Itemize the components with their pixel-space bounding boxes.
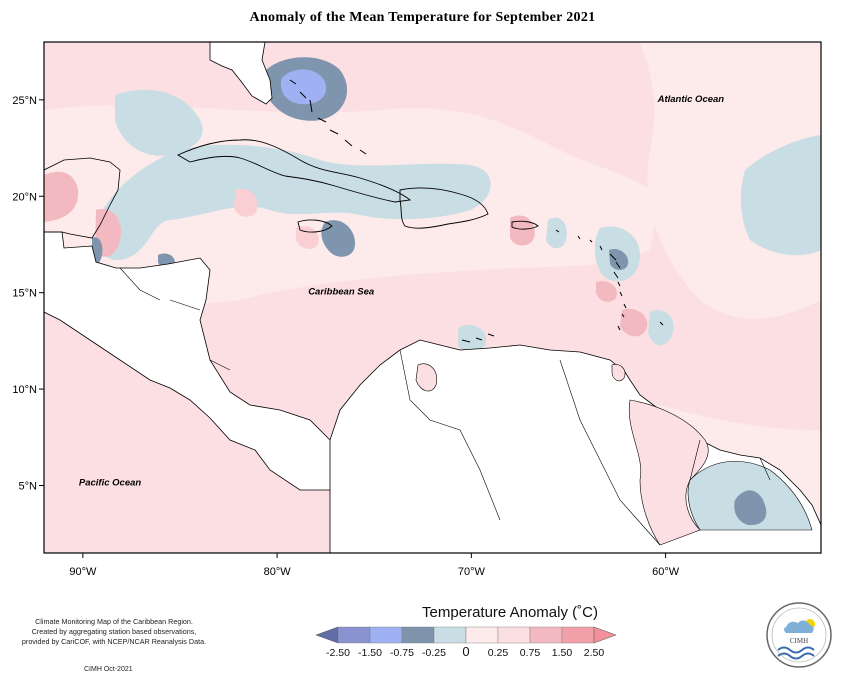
cool-core-jamaica-channel [321, 220, 356, 257]
legend-swatch [465, 626, 499, 644]
legend-tick-label: -2.50 [326, 647, 350, 659]
x-tick-label: 70°W [458, 566, 486, 578]
land-guiana-anomaly [628, 399, 709, 546]
island-trinidad [611, 364, 626, 382]
islands-lesser-antilles [555, 229, 664, 331]
legend-swatch [561, 626, 595, 644]
legend-tick-label: 0 [462, 644, 469, 659]
credits-line: provided by CariCOF, with NCEP/NCAR Rean… [21, 637, 207, 646]
y-tick-label: 20°N [12, 191, 37, 203]
legend-title: Temperature Anomaly (˚C) [422, 604, 598, 621]
credits-line: Climate Monitoring Map of the Caribbean … [35, 617, 193, 626]
y-axis-ticks: 25°N 20°N 15°N 10°N 5°N [12, 95, 44, 493]
land-central-america [44, 231, 356, 491]
warm-area-puerto-rico [510, 215, 535, 246]
warm-area-yucatan [44, 171, 79, 222]
island-hispaniola [399, 187, 489, 229]
islands-bahamas [289, 79, 367, 155]
cool-area-atlantic-east [740, 135, 821, 256]
legend-tick-label: -0.75 [390, 647, 414, 659]
legend-swatch [433, 626, 467, 644]
land-yucatan [44, 157, 121, 239]
cloud-icon [784, 620, 814, 633]
x-tick-label: 60°W [652, 566, 680, 578]
anomaly-field [44, 42, 821, 553]
x-tick-label: 90°W [69, 566, 97, 578]
region-label: Pacific Ocean [79, 478, 142, 489]
legend-swatch [369, 626, 403, 644]
x-axis-ticks: 90°W 80°W 70°W 60°W [69, 553, 680, 578]
land-suriname-cold [734, 490, 767, 526]
cool-area-greater-antilles [96, 144, 491, 261]
legend-swatch [497, 626, 531, 644]
island-puerto-rico [511, 220, 539, 230]
land-florida [209, 42, 273, 105]
legend-tick-label: -1.50 [358, 647, 382, 659]
legend-arrow-low [315, 626, 339, 644]
island-cuba [177, 139, 412, 203]
warm-area-martinique [596, 281, 617, 302]
x-tick-label: 80°W [264, 566, 292, 578]
credits-line: Created by aggregating station based obs… [31, 627, 197, 636]
cool-area-gulf [115, 89, 203, 156]
country-borders [119, 267, 771, 546]
cold-core-bahamas [280, 69, 327, 105]
legend-tick-label: 1.50 [552, 647, 573, 659]
wave-icon [777, 652, 815, 660]
map-frame [43, 41, 822, 554]
islands-abc [461, 333, 495, 343]
cimh-logo [766, 602, 832, 668]
legend-colorbar: -2.50 -1.50 -0.75 -0.25 0 0.25 0.75 1.50 2.50 [315, 626, 617, 659]
map-region-labels: Atlantic Ocean Caribbean Sea Pacific Ocean [79, 94, 724, 489]
map-title: Anomaly of the Mean Temperature for Sept… [249, 10, 596, 25]
y-tick-label: 5°N [19, 481, 38, 493]
y-tick-label: 25°N [12, 95, 37, 107]
cool-core-guadeloupe [609, 248, 629, 270]
legend-tick-label: 2.50 [584, 647, 605, 659]
legend-arrow-high [593, 626, 617, 644]
legend-swatch [401, 626, 435, 644]
legend-swatch [529, 626, 563, 644]
island-jamaica [297, 219, 333, 233]
land-paraguana [415, 363, 438, 392]
legend-swatch [337, 626, 371, 644]
region-label: Atlantic Ocean [657, 94, 725, 105]
y-tick-label: 15°N [12, 288, 37, 300]
legend-tick-label: 0.25 [488, 647, 509, 659]
credits-block: Climate Monitoring Map of the Caribbean … [14, 617, 214, 647]
warm-area-cayman [234, 188, 258, 217]
legend-tick-label: -0.25 [422, 647, 446, 659]
legend-tick-label: 0.75 [520, 647, 541, 659]
cool-area-virgin [546, 217, 567, 249]
cool-area-barbados [648, 310, 674, 346]
wave-icon [777, 646, 815, 654]
logo-text: CIMH [789, 637, 809, 645]
footer-note: CIMH Oct-2021 [84, 666, 133, 673]
y-tick-label: 10°N [12, 384, 37, 396]
warm-area-st-vincent [620, 308, 648, 337]
region-label: Caribbean Sea [308, 287, 374, 298]
cool-area-abc-islands [458, 324, 487, 353]
